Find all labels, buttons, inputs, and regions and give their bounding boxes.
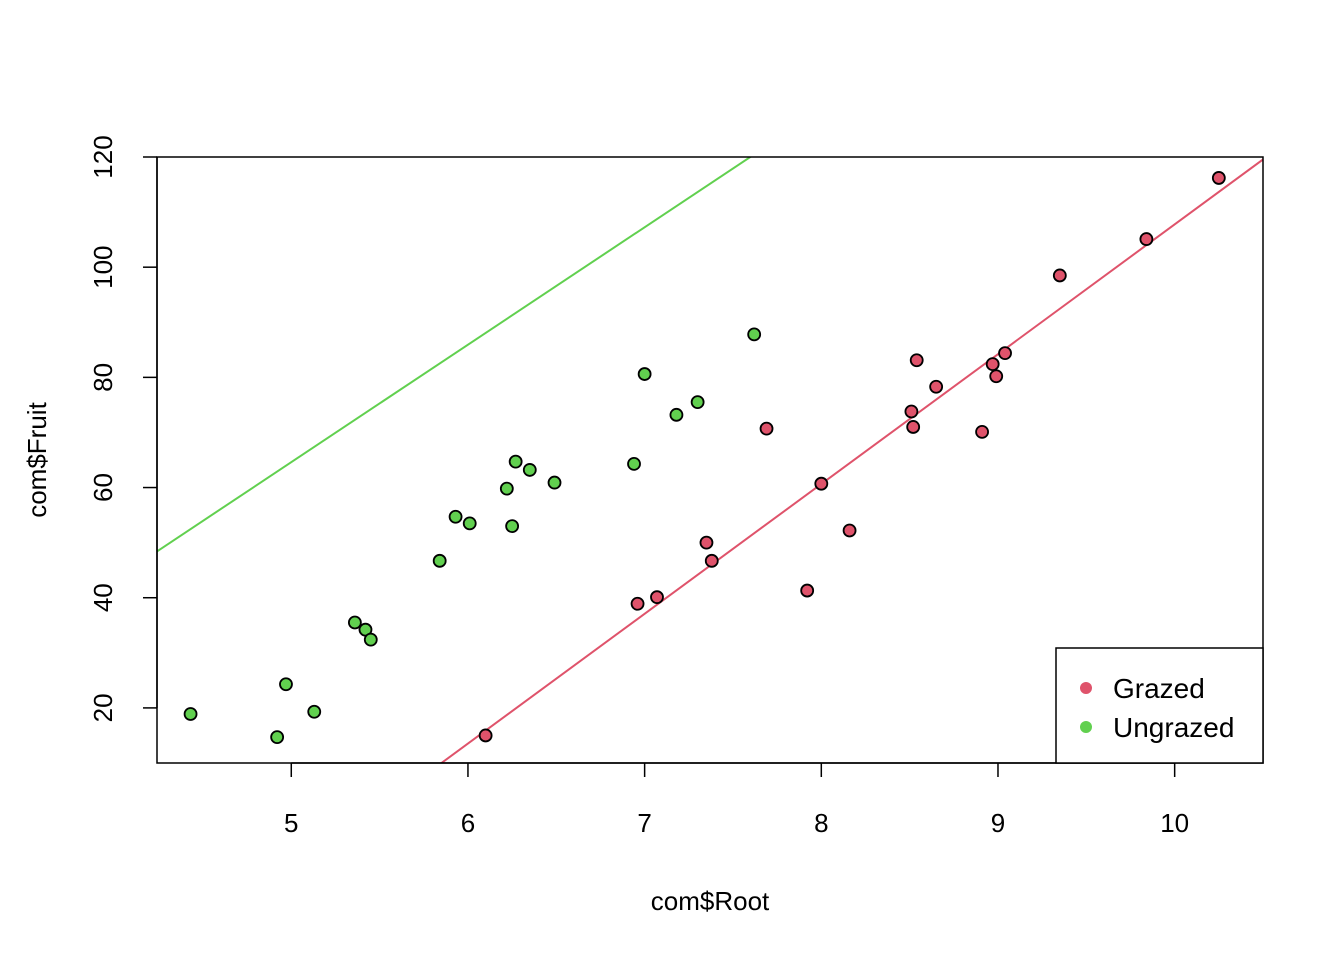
data-point-grazed <box>1211 171 1226 185</box>
fit-line-ungrazed <box>157 157 753 553</box>
data-point-ungrazed <box>307 704 322 719</box>
data-point-grazed <box>650 590 664 605</box>
data-point-ungrazed <box>505 519 520 534</box>
data-point-grazed <box>975 425 989 439</box>
data-point-grazed <box>814 476 829 491</box>
data-point-ungrazed <box>637 367 652 381</box>
data-point-ungrazed <box>747 327 762 342</box>
x-tick-label: 7 <box>637 808 651 838</box>
legend: Grazed Ungrazed <box>1055 647 1264 764</box>
legend-marker-grazed <box>1080 682 1092 694</box>
data-point-ungrazed <box>499 481 514 496</box>
data-point-grazed <box>989 369 1004 384</box>
legend-marker-ungrazed <box>1080 721 1092 733</box>
data-point-grazed <box>929 379 944 394</box>
data-point-ungrazed <box>547 475 562 490</box>
legend-label-ungrazed: Ungrazed <box>1113 712 1234 743</box>
x-tick-label: 5 <box>284 808 298 838</box>
x-axis: 5 6 7 8 9 10 <box>284 762 1189 838</box>
y-tick-label: 100 <box>88 245 118 288</box>
data-point-ungrazed <box>627 456 641 471</box>
data-point-grazed <box>759 421 774 436</box>
data-point-grazed <box>842 523 857 538</box>
data-point-ungrazed <box>270 730 285 745</box>
data-point-grazed <box>1139 232 1154 246</box>
data-point-grazed <box>906 420 921 434</box>
data-point-grazed <box>699 535 714 550</box>
data-point-ungrazed <box>669 407 684 422</box>
data-point-grazed <box>1052 268 1067 283</box>
x-tick-label: 6 <box>461 808 475 838</box>
y-axis-label: com$Fruit <box>22 401 52 517</box>
x-tick-label: 8 <box>814 808 828 838</box>
y-tick-label: 120 <box>88 135 118 178</box>
y-tick-label: 60 <box>88 473 118 502</box>
data-point-ungrazed <box>462 516 477 531</box>
legend-box <box>1055 647 1264 764</box>
data-point-grazed <box>904 404 919 419</box>
data-point-ungrazed <box>347 615 362 630</box>
y-tick-label: 20 <box>88 693 118 722</box>
data-points <box>183 171 1226 745</box>
x-axis-label: com$Root <box>651 886 770 916</box>
y-axis: 20 40 60 80 100 120 <box>88 135 158 722</box>
y-tick-label: 40 <box>88 583 118 612</box>
data-point-grazed <box>478 728 493 743</box>
data-point-grazed <box>704 553 719 568</box>
data-point-ungrazed <box>448 509 463 524</box>
data-point-ungrazed <box>183 707 198 721</box>
legend-label-grazed: Grazed <box>1113 673 1205 704</box>
data-point-grazed <box>800 583 815 598</box>
data-point-grazed <box>630 596 645 611</box>
data-point-grazed <box>985 357 1000 372</box>
data-point-ungrazed <box>432 553 447 568</box>
data-point-ungrazed <box>363 632 378 647</box>
fit-lines <box>157 157 1263 763</box>
data-point-grazed <box>909 353 924 368</box>
x-tick-label: 10 <box>1160 808 1189 838</box>
data-point-ungrazed <box>690 395 705 410</box>
x-tick-label: 9 <box>991 808 1005 838</box>
data-point-ungrazed <box>522 463 537 477</box>
data-point-ungrazed <box>279 677 293 692</box>
data-point-grazed <box>998 346 1012 361</box>
data-point-ungrazed <box>508 454 523 469</box>
y-tick-label: 80 <box>88 363 118 392</box>
